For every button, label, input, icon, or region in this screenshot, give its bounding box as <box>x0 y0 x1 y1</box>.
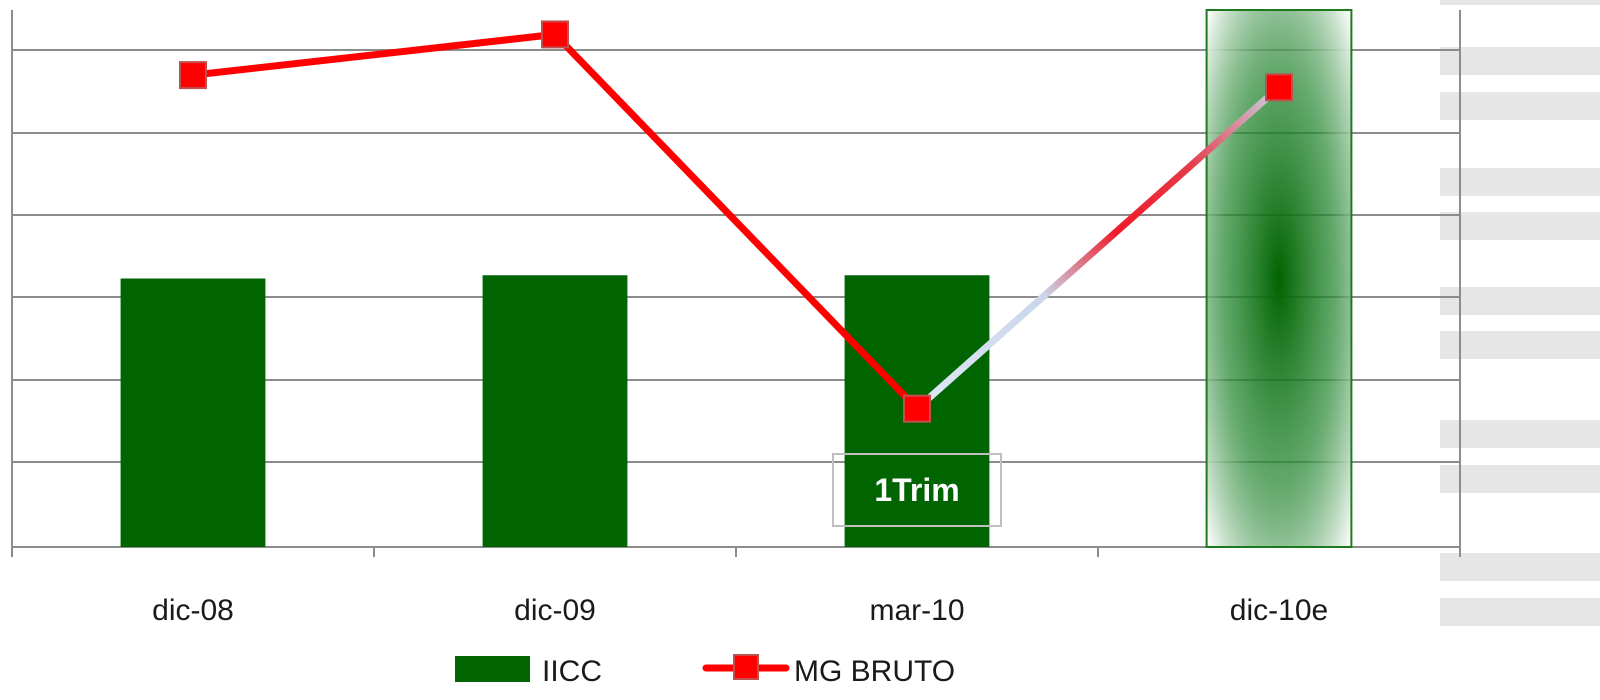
x-tick-label-dic-09: dic-09 <box>514 594 596 627</box>
mg-bruto-markers <box>179 20 1293 423</box>
strip-band <box>1440 465 1600 493</box>
strip-band <box>1440 420 1600 448</box>
line-segment-dic-09-mar-10 <box>551 30 921 413</box>
bar-dic-08 <box>120 278 266 547</box>
marker-dic-10e <box>1265 73 1293 102</box>
strip-band <box>1440 553 1600 581</box>
marker-dic-08 <box>179 61 207 90</box>
x-axis-tick-labels: dic-08 dic-09 mar-10 dic-10e <box>152 594 1328 627</box>
mg-bruto-line <box>189 30 1283 413</box>
strip-band <box>1440 0 1600 5</box>
strip-band <box>1440 212 1600 240</box>
bar-dic-09 <box>482 275 628 547</box>
right-side-strip <box>1440 0 1600 626</box>
strip-band <box>1440 168 1600 196</box>
legend-marker-mg-bruto <box>733 654 759 680</box>
x-tick-label-mar-10: mar-10 <box>869 594 964 627</box>
legend: IICC MG BRUTO <box>455 654 955 688</box>
annotation-text: 1Trim <box>874 472 959 508</box>
strip-band <box>1440 92 1600 120</box>
strip-band <box>1440 598 1600 626</box>
marker-mar-10 <box>903 394 931 423</box>
line-segment-dic-08-dic-09 <box>189 30 559 79</box>
marker-dic-09 <box>541 20 569 49</box>
x-tick-label-dic-08: dic-08 <box>152 594 234 627</box>
annotation-1trim: 1Trim <box>832 453 1002 527</box>
legend-label-mg-bruto: MG BRUTO <box>794 655 955 688</box>
line-segment-mar-10-dic-10e <box>913 83 1283 413</box>
x-tick-label-dic-10e: dic-10e <box>1230 594 1328 627</box>
iicc-bars <box>120 9 1353 548</box>
strip-band <box>1440 287 1600 315</box>
legend-swatch-iicc <box>455 656 530 682</box>
strip-band <box>1440 47 1600 75</box>
legend-label-iicc: IICC <box>542 655 602 688</box>
annotation-box <box>832 453 1002 527</box>
strip-band <box>1440 331 1600 359</box>
